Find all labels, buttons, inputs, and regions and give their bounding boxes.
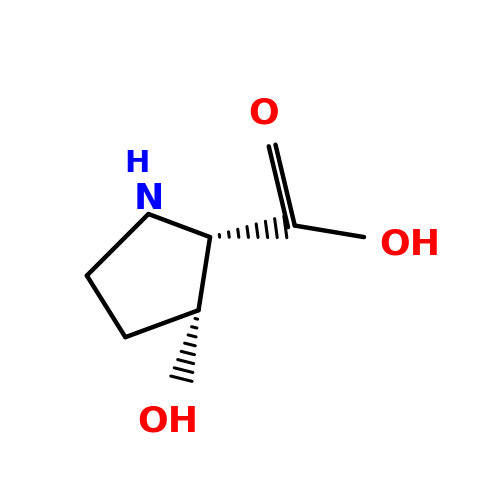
- Text: OH: OH: [380, 228, 440, 262]
- Text: H: H: [124, 150, 150, 178]
- Text: N: N: [134, 182, 164, 216]
- Text: OH: OH: [137, 405, 198, 439]
- Text: O: O: [248, 97, 280, 131]
